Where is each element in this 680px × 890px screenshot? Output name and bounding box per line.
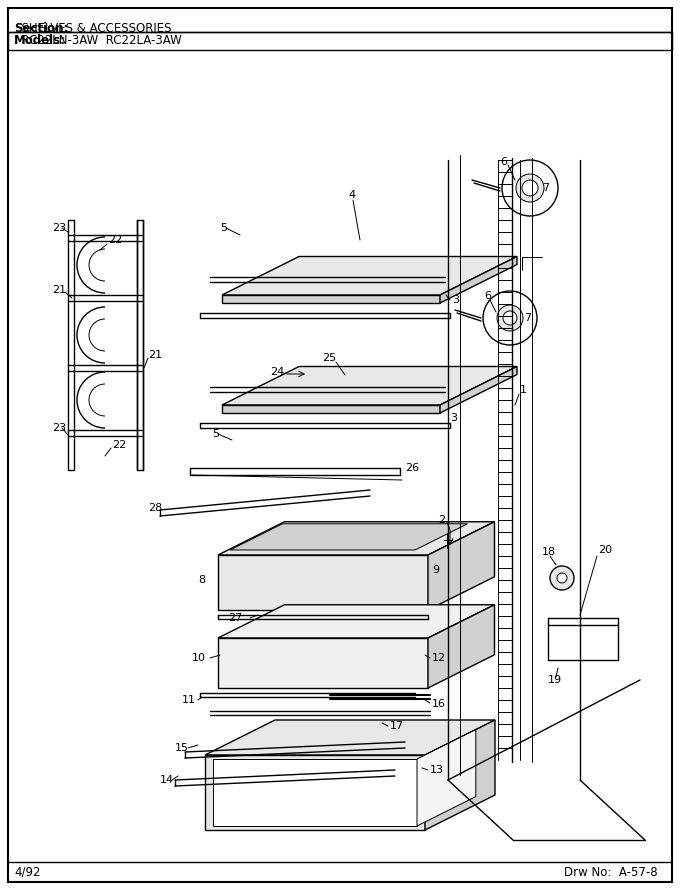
Text: 1: 1 <box>520 385 527 395</box>
Text: 27: 27 <box>228 613 242 623</box>
Text: RC22LN-3AW  RC22LA-3AW: RC22LN-3AW RC22LA-3AW <box>14 35 182 47</box>
Circle shape <box>516 174 544 202</box>
Text: 20: 20 <box>598 545 612 555</box>
Polygon shape <box>440 256 517 303</box>
Circle shape <box>557 573 567 583</box>
Bar <box>105 235 140 295</box>
Polygon shape <box>440 367 517 413</box>
Text: 7: 7 <box>524 313 531 323</box>
Text: 17: 17 <box>390 721 404 731</box>
Text: 19: 19 <box>548 675 562 685</box>
Polygon shape <box>417 730 476 826</box>
Text: Section:: Section: <box>14 22 69 35</box>
Bar <box>105 370 140 430</box>
Polygon shape <box>218 522 494 555</box>
Text: 3: 3 <box>450 413 457 423</box>
Text: 11: 11 <box>182 695 196 705</box>
Circle shape <box>483 291 537 345</box>
Text: Drw No:  A-57-8: Drw No: A-57-8 <box>564 865 658 878</box>
Circle shape <box>503 311 517 325</box>
Text: 18: 18 <box>542 547 556 557</box>
Circle shape <box>502 160 558 216</box>
Text: 21: 21 <box>148 350 162 360</box>
Circle shape <box>497 305 523 331</box>
Text: 23: 23 <box>52 223 66 233</box>
Text: SHELVES & ACCESSORIES: SHELVES & ACCESSORIES <box>14 22 171 35</box>
Polygon shape <box>222 405 440 413</box>
Text: 24: 24 <box>270 367 284 377</box>
Text: 28: 28 <box>148 503 163 513</box>
Text: 5: 5 <box>220 223 227 233</box>
Text: 7: 7 <box>542 183 549 193</box>
Polygon shape <box>218 604 494 638</box>
Text: 3: 3 <box>452 295 459 305</box>
Polygon shape <box>428 604 494 688</box>
Circle shape <box>522 180 538 196</box>
Text: 4: 4 <box>348 190 355 200</box>
Text: 4/92: 4/92 <box>14 865 41 878</box>
Text: 12: 12 <box>432 653 446 663</box>
Text: 15: 15 <box>175 743 189 753</box>
Text: 2: 2 <box>438 515 445 525</box>
Text: 8: 8 <box>198 575 205 585</box>
Polygon shape <box>428 522 494 610</box>
Bar <box>105 305 140 365</box>
Polygon shape <box>205 755 425 830</box>
Text: 25: 25 <box>322 353 336 363</box>
Text: 5: 5 <box>212 429 219 439</box>
Polygon shape <box>213 759 417 826</box>
Circle shape <box>550 566 574 590</box>
Text: 22: 22 <box>112 440 126 450</box>
Text: 23: 23 <box>52 423 66 433</box>
Polygon shape <box>205 720 495 755</box>
Polygon shape <box>230 523 468 550</box>
Text: 21: 21 <box>52 285 66 295</box>
Text: 6: 6 <box>500 157 507 167</box>
Polygon shape <box>222 295 440 303</box>
Polygon shape <box>222 256 517 295</box>
Text: 6: 6 <box>484 291 491 301</box>
Text: 16: 16 <box>432 699 446 709</box>
Polygon shape <box>222 367 517 405</box>
Polygon shape <box>218 555 428 610</box>
Text: 13: 13 <box>430 765 444 775</box>
Text: 14: 14 <box>160 775 174 785</box>
Polygon shape <box>425 720 495 830</box>
Bar <box>8 32 672 50</box>
Text: 26: 26 <box>405 463 419 473</box>
Polygon shape <box>218 638 428 688</box>
Text: 10: 10 <box>192 653 206 663</box>
Text: 9: 9 <box>432 565 439 575</box>
Text: 22: 22 <box>108 235 122 245</box>
Text: Models:: Models: <box>14 35 66 47</box>
